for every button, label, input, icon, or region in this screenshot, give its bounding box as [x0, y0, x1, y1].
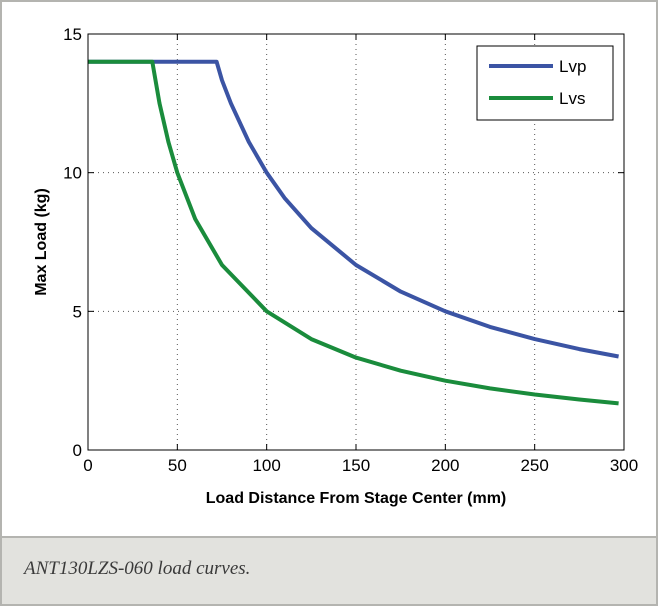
y-tick-label: 0: [73, 441, 82, 460]
legend-label-lvs: Lvs: [559, 89, 585, 108]
legend-label-lvp: Lvp: [559, 57, 586, 76]
x-tick-label: 0: [83, 456, 92, 475]
y-tick-label: 15: [63, 25, 82, 44]
x-tick-label: 50: [168, 456, 187, 475]
x-tick-label: 250: [520, 456, 548, 475]
x-tick-label: 150: [342, 456, 370, 475]
x-tick-label: 200: [431, 456, 459, 475]
legend-box: [476, 45, 614, 121]
series-line-lvs: [88, 59, 619, 406]
x-tick-label: 100: [252, 456, 280, 475]
x-axis-label: Load Distance From Stage Center (mm): [206, 490, 507, 507]
plot-area: 0 50 100 150 200 250 300 0 5 10 15 Load Distance Fr…: [2, 2, 656, 536]
y-axis-label: Max Load (kg): [33, 188, 50, 296]
series-line-lvp: [88, 59, 619, 359]
caption-bar: ANT130LZS-060 load curves.: [2, 536, 656, 604]
y-tick-label: 5: [73, 302, 82, 321]
load-curve-chart: 0 50 100 150 200 250 300 0 5 10 15 Load Distance Fr…: [33, 25, 638, 507]
x-tick-label: 300: [610, 456, 638, 475]
y-tick-label: 10: [63, 164, 82, 183]
figure-caption: ANT130LZS-060 load curves.: [24, 558, 251, 579]
